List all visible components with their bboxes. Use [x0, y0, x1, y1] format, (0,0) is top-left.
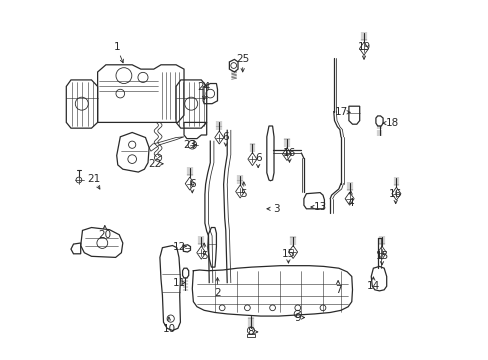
Text: 8: 8 — [247, 327, 254, 337]
Text: 6: 6 — [222, 132, 228, 142]
Text: 1: 1 — [113, 42, 120, 52]
Text: 24: 24 — [197, 82, 210, 92]
Text: 4: 4 — [346, 198, 353, 208]
Text: 18: 18 — [385, 118, 398, 128]
Text: 9: 9 — [294, 312, 301, 323]
Text: 11: 11 — [172, 278, 185, 288]
Text: 22: 22 — [148, 159, 162, 169]
Text: 19: 19 — [357, 42, 370, 52]
Text: 20: 20 — [98, 230, 111, 240]
Text: 23: 23 — [183, 140, 196, 150]
Text: 21: 21 — [87, 174, 101, 184]
Text: 12: 12 — [173, 242, 186, 252]
Text: 15: 15 — [281, 249, 294, 259]
Text: 10: 10 — [162, 324, 175, 334]
Text: 5: 5 — [240, 189, 246, 199]
Text: 25: 25 — [236, 54, 249, 64]
Text: 7: 7 — [334, 285, 341, 295]
Text: 3: 3 — [272, 204, 279, 214]
Text: 13: 13 — [313, 202, 326, 212]
Text: 2: 2 — [214, 288, 221, 298]
Text: 16: 16 — [282, 148, 296, 158]
Text: 16: 16 — [388, 189, 402, 199]
Text: 15: 15 — [375, 251, 388, 261]
Text: 6: 6 — [188, 179, 195, 189]
Text: 5: 5 — [201, 251, 207, 261]
Text: 14: 14 — [366, 281, 379, 291]
Text: 6: 6 — [254, 153, 261, 163]
Text: 17: 17 — [334, 107, 347, 117]
